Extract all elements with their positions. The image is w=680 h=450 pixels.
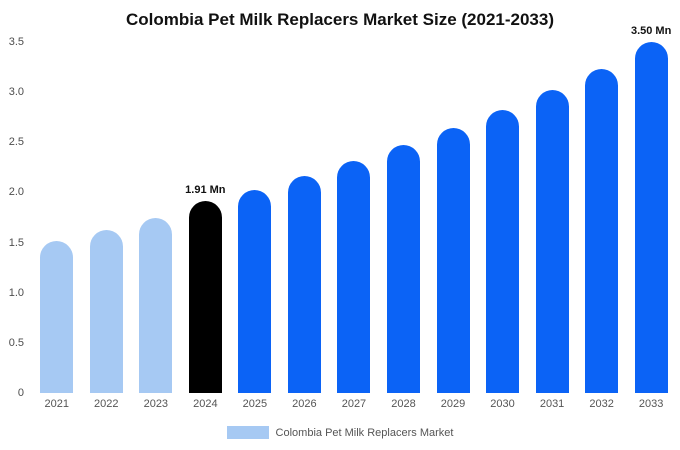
y-tick-label: 3.5	[8, 36, 24, 48]
bar-slot	[428, 42, 478, 393]
data-label-2033: 3.50 Mn	[630, 25, 672, 37]
y-tick-label: 0	[17, 387, 24, 399]
bar-slot	[527, 42, 577, 393]
bar-slot	[131, 42, 181, 393]
bar-slot	[230, 42, 280, 393]
bar-2029	[436, 128, 470, 393]
x-tick-label-2029: 2029	[440, 398, 466, 410]
bar-slot: 3.50 Mn	[626, 25, 676, 393]
bar-2030	[486, 110, 520, 393]
bar-slot	[280, 42, 330, 393]
bar-2021	[40, 240, 74, 393]
y-tick-label: 1.5	[8, 236, 24, 249]
x-tick-label-2032: 2032	[589, 398, 614, 410]
x-tick-label-2026: 2026	[292, 398, 317, 410]
x-axis: 2021 2022 2023 2024 2025 2026 2027 2028 2029 2030…	[32, 398, 676, 410]
bar-slot	[577, 42, 627, 393]
x-tick-label-2031: 2031	[539, 398, 565, 410]
bar-2025	[238, 190, 272, 393]
bar-2032	[585, 69, 619, 393]
bar-slot	[329, 42, 379, 393]
x-tick-label-2025: 2025	[242, 398, 268, 410]
legend: Colombia Pet Milk Replacers Market	[0, 426, 680, 439]
bar-2033	[634, 42, 668, 393]
legend-label: Colombia Pet Milk Replacers Market	[275, 426, 454, 439]
bar-slot	[379, 42, 429, 393]
bar-2023	[139, 217, 173, 393]
x-tick-label-2021: 2021	[44, 398, 69, 410]
y-tick-label: 3.0	[8, 86, 24, 99]
bar-slot	[32, 42, 82, 393]
x-tick-label-2027: 2027	[341, 398, 367, 410]
legend-swatch	[226, 426, 269, 439]
x-tick-label-2030: 2030	[490, 398, 515, 410]
x-tick-label-2024: 2024	[193, 398, 218, 410]
x-tick-label-2033: 2033	[638, 398, 664, 410]
data-label-2024: 1.91 Mn	[185, 184, 226, 197]
bar-slot: 1.91 Mn	[181, 42, 231, 393]
chart-title: Colombia Pet Milk Replacers Market Size …	[125, 10, 554, 29]
y-tick-label: 2.0	[8, 186, 24, 199]
bar-slot	[82, 42, 132, 393]
bar-2024	[188, 201, 222, 393]
bar-2027	[337, 161, 371, 393]
y-tick-label: 2.5	[8, 136, 24, 149]
y-tick-label: 1.0	[8, 286, 24, 299]
y-axis: 0 0.5 1.0 1.5 2.0 2.5 3.0 3.5	[0, 36, 26, 399]
x-tick-label-2022: 2022	[94, 398, 119, 410]
bar-2026	[287, 176, 321, 393]
y-tick-label: 0.5	[8, 336, 24, 349]
bar-2028	[386, 145, 420, 393]
bars: 1.91 Mn 3.50 Mn	[32, 25, 676, 393]
bar-2022	[89, 229, 123, 393]
bar-slot	[478, 42, 528, 393]
bar-2031	[535, 90, 569, 393]
x-tick-label-2028: 2028	[391, 398, 416, 410]
x-tick-label-2023: 2023	[143, 398, 169, 410]
